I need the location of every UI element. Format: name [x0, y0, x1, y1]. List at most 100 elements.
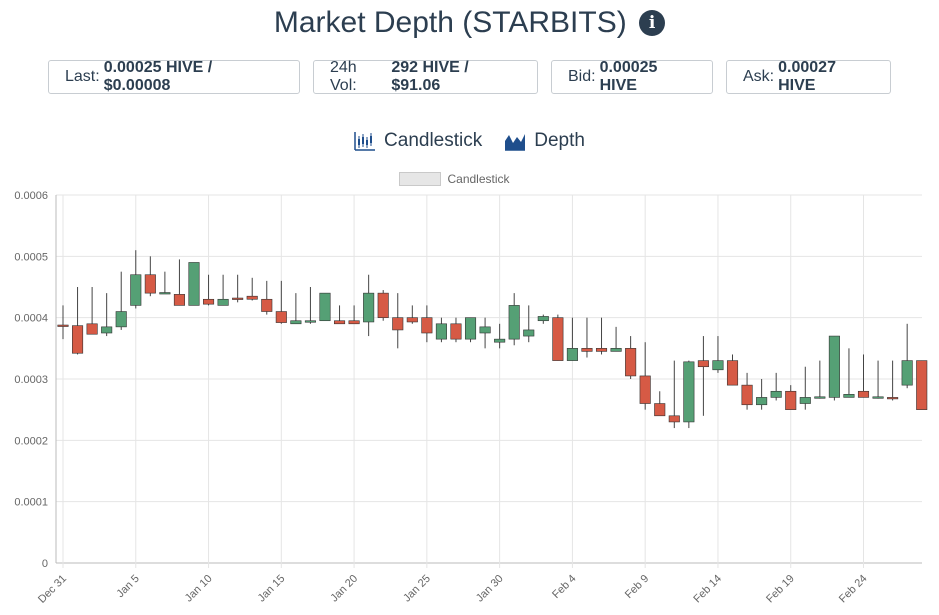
x-tick-label: Feb 14 — [691, 573, 724, 606]
candle-body — [130, 274, 142, 306]
candle — [741, 372, 753, 410]
candle-body — [828, 335, 840, 398]
candle-body — [159, 292, 171, 295]
candle-body — [173, 294, 185, 306]
candle-body — [857, 390, 870, 398]
candle — [857, 354, 870, 398]
candle — [348, 305, 360, 325]
candle — [275, 280, 287, 324]
candle-body — [785, 390, 797, 410]
candle — [333, 305, 346, 325]
candle-body — [494, 338, 506, 343]
toggle-depth[interactable]: Depth — [504, 130, 585, 152]
stat-ask-value: 0.00027 HIVE — [778, 59, 836, 94]
candle-body — [319, 292, 331, 322]
x-tick-label: Jan 20 — [328, 573, 360, 605]
candle — [785, 385, 797, 410]
toggle-candlestick[interactable]: Candlestick — [354, 130, 482, 152]
candle-body — [450, 323, 462, 340]
candle-body — [523, 329, 535, 337]
y-tick-label: 0.0006 — [14, 190, 48, 202]
candle-body — [814, 396, 826, 399]
x-tick-label: Dec 31 — [36, 573, 69, 606]
candle — [639, 342, 651, 410]
candle — [159, 271, 171, 295]
candle-body — [421, 317, 433, 334]
candle — [290, 293, 302, 325]
candle — [494, 323, 506, 349]
x-tick-label: Jan 30 — [474, 573, 506, 605]
candle-body — [537, 316, 549, 322]
candle-body — [188, 262, 200, 306]
stat-bid-label: Bid: — [568, 68, 596, 85]
candle — [101, 293, 113, 337]
candle-body — [72, 325, 84, 354]
candle-body — [392, 317, 404, 331]
x-tick-label: Jan 5 — [114, 573, 142, 601]
candle — [537, 314, 549, 324]
candle — [610, 326, 622, 352]
stat-ask: Ask: 0.00027 HIVE — [726, 59, 891, 94]
candle-body — [290, 320, 302, 325]
stat-ask-label: Ask: — [743, 68, 775, 85]
x-tick-label: Jan 10 — [183, 573, 215, 605]
candlestick-icon — [354, 132, 376, 151]
header: Market Depth (STARBITS) i — [0, 6, 939, 40]
candle-body — [261, 298, 273, 312]
candle — [887, 360, 899, 401]
y-axis: 0 0.0001 0.0002 0.0003 0.0004 0.0005 0.0006 — [14, 190, 48, 570]
candle — [683, 360, 695, 429]
y-tick-label: 0.0001 — [14, 497, 48, 509]
candle-body — [363, 292, 375, 323]
x-tick-label: Feb 19 — [764, 573, 797, 606]
candle-body — [406, 317, 418, 323]
candle-body — [726, 360, 739, 386]
candle-body — [232, 297, 244, 300]
toggle-depth-label: Depth — [534, 130, 585, 151]
candle — [173, 259, 185, 306]
candle — [261, 280, 273, 315]
chart-legend[interactable]: Candlestick — [0, 172, 939, 186]
info-icon[interactable]: i — [639, 10, 666, 36]
candle-body — [916, 360, 928, 410]
candle-body — [464, 317, 477, 340]
candle — [654, 391, 666, 417]
candle — [115, 271, 127, 330]
legend-swatch — [399, 172, 442, 186]
candle-body — [86, 323, 98, 335]
candle-body — [508, 305, 520, 340]
candle — [144, 256, 156, 297]
candle — [566, 317, 578, 361]
candle-body — [479, 326, 491, 334]
candle — [57, 305, 69, 340]
candle — [479, 317, 491, 349]
candle-body — [435, 323, 447, 340]
candle — [377, 290, 389, 321]
candle-body — [683, 361, 695, 423]
candle — [392, 293, 404, 349]
stat-bid: Bid: 0.00025 HIVE — [551, 59, 713, 94]
candle — [595, 317, 608, 355]
candle-body — [348, 320, 360, 325]
candle — [916, 360, 928, 410]
y-tick-label: 0.0005 — [14, 251, 48, 263]
x-tick-label: Feb 24 — [837, 573, 870, 606]
y-tick-label: 0.0003 — [14, 374, 48, 386]
toggle-candlestick-label: Candlestick — [384, 130, 483, 151]
chart-toggles: Candlestick Depth — [0, 130, 939, 152]
candle — [901, 323, 913, 389]
candle — [72, 287, 84, 355]
candle — [217, 274, 229, 306]
candle-body — [275, 311, 287, 323]
candle-body — [741, 384, 753, 406]
candle — [86, 287, 98, 335]
candle-body — [799, 397, 811, 404]
y-tick-label: 0.0002 — [14, 435, 48, 447]
candle — [363, 274, 375, 337]
candle — [770, 372, 782, 401]
candle-body — [872, 396, 884, 399]
candle — [406, 305, 418, 324]
x-tick-label: Feb 9 — [623, 573, 651, 601]
candles — [57, 250, 928, 429]
candle — [726, 354, 739, 386]
